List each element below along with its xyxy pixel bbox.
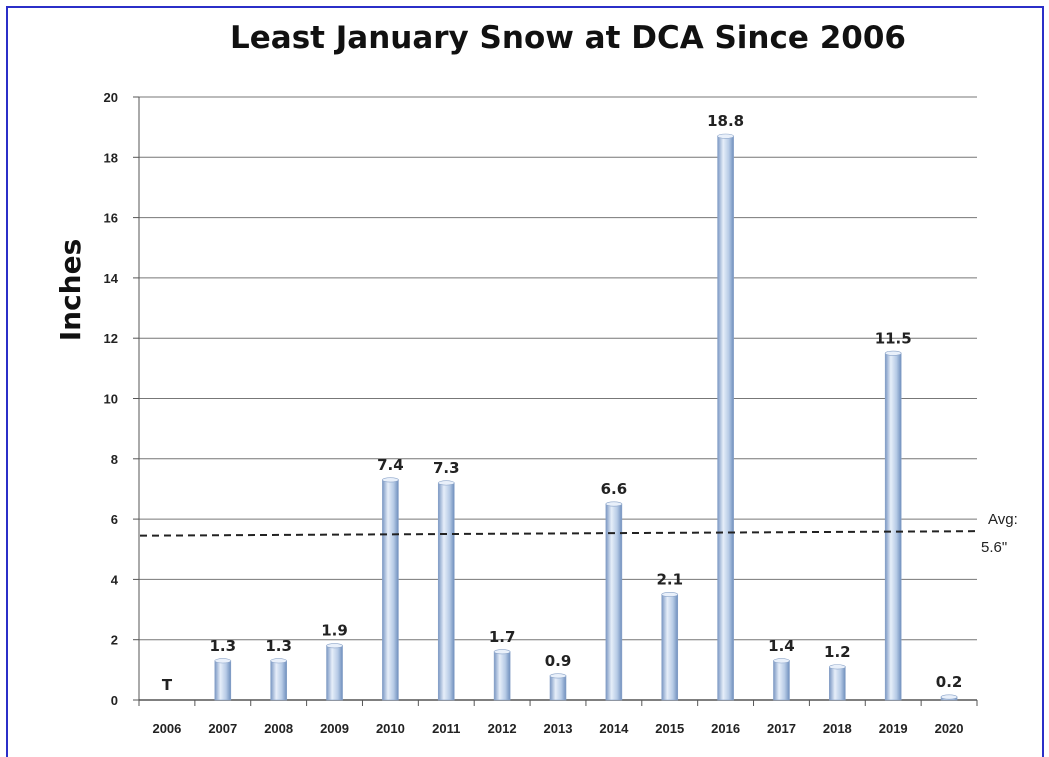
data-label-2019: 11.5 [875, 329, 912, 347]
data-label-2020: 0.2 [936, 673, 963, 691]
x-tick-label-2014: 2014 [599, 721, 629, 736]
data-label-2007: 1.3 [210, 637, 237, 655]
bar-2008 [270, 660, 287, 701]
x-tick-label-2013: 2013 [544, 721, 573, 736]
x-tick-label-2020: 2020 [935, 721, 964, 736]
x-tick-label-2009: 2009 [320, 721, 349, 736]
bar-cap-2018 [829, 664, 846, 670]
data-label-2011: 7.3 [433, 459, 460, 477]
x-tick-label-2011: 2011 [432, 721, 460, 736]
bar-cap-2016 [717, 133, 734, 139]
bar-2009 [326, 645, 343, 701]
bar-2013 [549, 675, 567, 701]
x-tick-label-2012: 2012 [488, 721, 517, 736]
bar-2018 [829, 666, 846, 701]
y-tick-label: 18 [104, 150, 118, 165]
bar-2011 [437, 482, 455, 701]
x-tick-label-2018: 2018 [823, 721, 852, 736]
bar-2007 [214, 660, 232, 701]
bar-cap-2017 [773, 658, 790, 664]
bar-2015 [661, 594, 679, 701]
average-label: Avg: [988, 511, 1018, 528]
data-label-2006: T [162, 676, 173, 694]
average-line [139, 530, 978, 537]
bar-cap-2010 [382, 477, 399, 483]
data-label-2016: 18.8 [707, 112, 744, 130]
chart-frame [6, 6, 1044, 757]
chart-title: Least January Snow at DCA Since 2006 [230, 20, 906, 56]
bar-cap-2019 [884, 350, 902, 356]
bar-cap-2011 [437, 480, 455, 486]
data-labels: T 1.3 1.3 1.9 7.4 7.3 1.7 0.9 6.6 2.1 18.8 1.4 1.2 11… [162, 112, 963, 694]
x-tick-label-2007: 2007 [208, 721, 237, 736]
x-tick-label-2008: 2008 [264, 721, 293, 736]
bar-cap-2014 [605, 501, 623, 507]
y-tick-label: 10 [104, 392, 118, 407]
bar-2010 [382, 479, 399, 701]
bar-2016 [717, 135, 734, 701]
x-tick-label-2010: 2010 [376, 721, 405, 736]
average-value-label: 5.6" [981, 539, 1007, 556]
bar-cap-2008 [270, 658, 287, 664]
gridlines [133, 96, 978, 706]
bar-2019 [884, 352, 902, 701]
data-label-2015: 2.1 [656, 570, 683, 588]
y-tick-label: 6 [111, 512, 118, 527]
bar-cap-2009 [326, 643, 343, 649]
data-label-2008: 1.3 [265, 637, 292, 655]
data-label-2010: 7.4 [377, 456, 404, 474]
y-tick-label: 8 [111, 452, 118, 467]
bar-cap-2007 [214, 658, 232, 664]
y-tick-label: 2 [111, 633, 118, 648]
data-label-2018: 1.2 [824, 643, 851, 661]
data-label-2014: 6.6 [601, 480, 628, 498]
data-label-2009: 1.9 [321, 622, 348, 640]
data-label-2012: 1.7 [489, 628, 516, 646]
bars [214, 133, 958, 701]
x-tick-label-2016: 2016 [711, 721, 740, 736]
data-label-2013: 0.9 [545, 652, 572, 670]
x-tick-label-2019: 2019 [879, 721, 908, 736]
bar-cap-2020 [940, 694, 958, 700]
y-tick-label: 4 [111, 572, 119, 587]
data-label-2017: 1.4 [768, 637, 795, 655]
x-tick-labels: 2006 2007 2008 2009 2010 2011 2012 2013 2014 2015… [152, 721, 963, 736]
y-tick-label: 16 [104, 211, 118, 226]
y-tick-labels: 0 2 4 6 8 10 12 14 16 18 20 [104, 90, 119, 708]
y-axis-label: Inches [54, 239, 87, 342]
y-tick-label: 12 [104, 331, 118, 346]
bar-2012 [493, 651, 511, 701]
bar-cap-2013 [549, 673, 567, 679]
y-tick-label: 14 [104, 271, 119, 286]
bar-cap-2015 [661, 591, 679, 597]
x-tick-label-2006: 2006 [152, 721, 181, 736]
y-tick-label: 20 [104, 90, 118, 105]
x-tick-label-2015: 2015 [655, 721, 684, 736]
x-tick-label-2017: 2017 [767, 721, 796, 736]
average-line-group: Avg: 5.6" [139, 511, 1018, 556]
bar-cap-2012 [493, 649, 511, 655]
bar-2017 [773, 660, 790, 701]
y-tick-label: 0 [111, 693, 118, 708]
